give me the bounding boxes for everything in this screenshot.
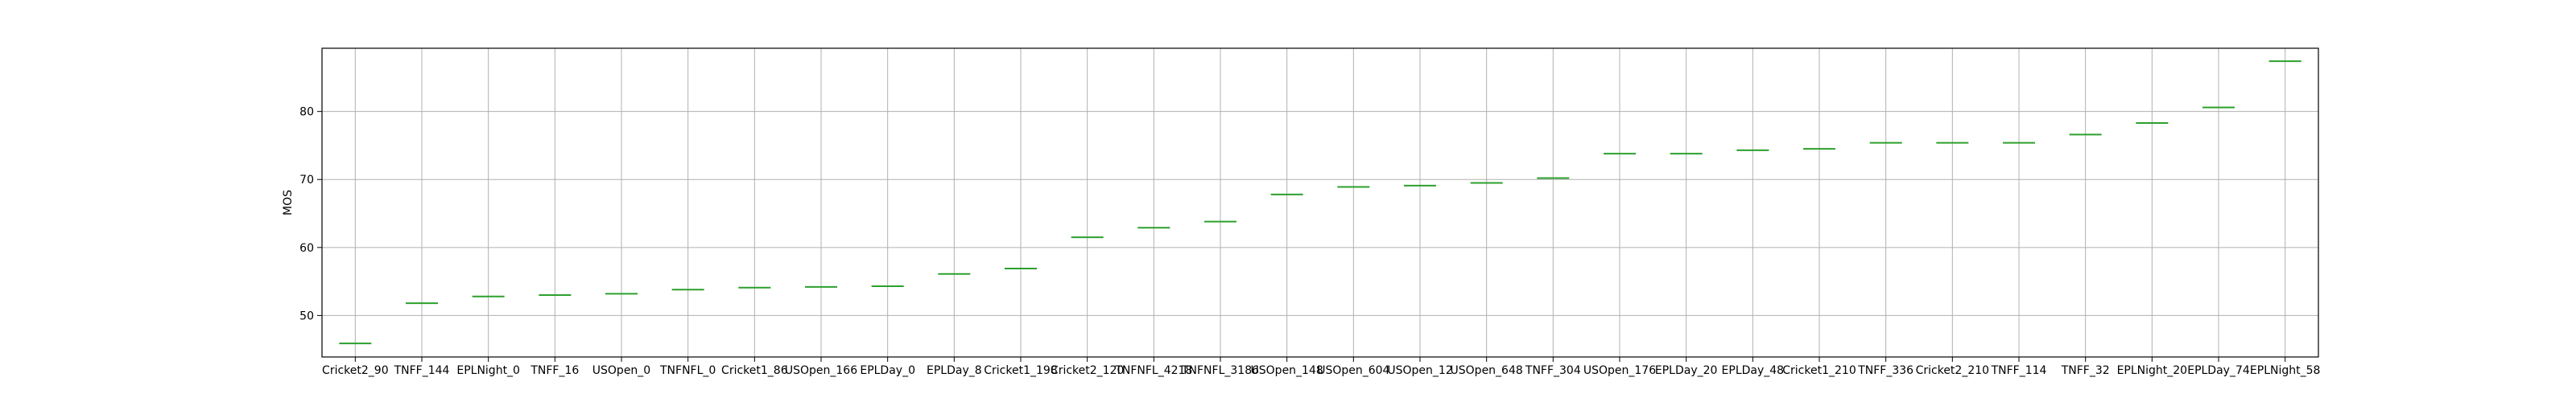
y-tick-label: 60: [299, 242, 314, 255]
x-tick-label: Cricket2_210: [1916, 364, 1989, 377]
x-tick-label: TNFF_32: [2061, 364, 2110, 377]
median-lines: [339, 60, 2301, 345]
axes-frame: [321, 47, 2319, 358]
x-tick-label: Cricket1_198: [984, 364, 1057, 377]
x-tick-label: EPLDay_48: [1722, 364, 1785, 377]
x-tick-label: TNFF_16: [530, 364, 579, 377]
y-tick-label: 50: [299, 310, 314, 322]
x-tick-label: EPLNight_0: [456, 364, 520, 377]
x-tick-label: Cricket2_90: [322, 364, 389, 377]
x-tick-label: USOpen_648: [1451, 364, 1523, 377]
y-tick-label: 80: [299, 106, 314, 119]
x-tick-label: EPLNight_20: [2117, 364, 2188, 377]
x-tick-label: USOpen_148: [1251, 364, 1323, 377]
x-tick-label: USOpen_604: [1317, 364, 1389, 377]
x-tick-label: Cricket2_120: [1051, 364, 1124, 377]
x-tick-label: EPLDay_74: [2187, 364, 2250, 377]
x-tick-label: USOpen_12: [1387, 364, 1452, 377]
x-tick-label: Cricket1_210: [1782, 364, 1856, 377]
y-axis-label: MOS: [282, 190, 295, 215]
x-tick-label: EPLNight_58: [2250, 364, 2321, 377]
x-tick-label: EPLDay_20: [1655, 364, 1718, 377]
x-tick-label: EPLDay_8: [927, 364, 982, 377]
x-tick-label: USOpen_166: [785, 364, 857, 377]
x-tick-label: TNFF_336: [1857, 364, 1913, 377]
x-tick-label: USOpen_176: [1583, 364, 1656, 377]
x-tick-label: TNFF_304: [1525, 364, 1581, 377]
x-tick-label: TNFNFL_0: [659, 364, 716, 377]
grid-lines: [322, 48, 2318, 357]
x-tick-label: Cricket1_86: [721, 364, 788, 377]
axis-ticks: 50 60 70 80 Cricket2_90 TNFF_144 EPLNight_0 TNF…: [299, 106, 2320, 377]
x-tick-label: TNFNFL_4218: [1114, 364, 1192, 377]
y-tick-label: 70: [299, 174, 314, 187]
x-tick-label: USOpen_0: [592, 364, 650, 377]
x-tick-label: EPLDay_0: [860, 364, 915, 377]
x-tick-label: TNFF_144: [394, 364, 450, 377]
x-tick-label: TNFNFL_3186: [1181, 364, 1259, 377]
x-tick-label: TNFF_114: [1991, 364, 2047, 377]
